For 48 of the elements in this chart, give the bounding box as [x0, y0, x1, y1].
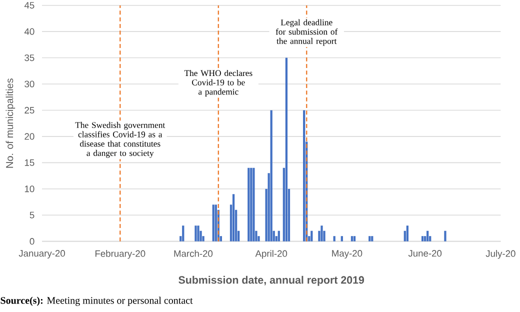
text: Source(s): Meeting minutes or personal contact: [0, 296, 193, 306]
y-tick-label: 40: [24, 28, 34, 35]
bar: [371, 236, 374, 242]
bar: [303, 110, 306, 242]
ref-line-label: The WHO declares Covid-19 to be a pandemic: [184, 70, 252, 96]
bar: [368, 236, 371, 242]
bar: [285, 58, 288, 242]
bar: [426, 230, 429, 242]
bar: [248, 168, 250, 242]
bar: [406, 226, 408, 242]
y-tick-label: 25: [24, 106, 34, 114]
bar: [182, 226, 184, 242]
ref-line-label: The Swedish government classifies Covid-19 as a disease that constitutes a danger to society: [75, 122, 166, 158]
y-axis-title: No. of municipalities: [6, 78, 16, 168]
bar: [214, 204, 217, 242]
bar: [340, 236, 343, 242]
bar: [197, 226, 200, 242]
y-tick-label: 30: [24, 80, 34, 88]
bar: [270, 110, 272, 242]
bar: [250, 168, 252, 242]
bar: [320, 226, 323, 242]
y-tick-label: 20: [24, 133, 34, 140]
y-tick-label: 15: [24, 159, 34, 166]
bar: [212, 204, 214, 242]
bar: [444, 230, 446, 242]
x-tick-label: March-20: [174, 250, 213, 257]
x-tick-label: May-20: [332, 250, 362, 259]
bar: [333, 236, 336, 242]
x-tick-label: January-20: [18, 250, 65, 259]
bar: [278, 230, 280, 242]
bar: [194, 226, 197, 242]
x-tick-label: June-20: [408, 250, 442, 257]
y-tick-label: 35: [24, 54, 34, 62]
bar: [252, 168, 255, 242]
y-tick-label: 45: [24, 2, 34, 9]
bar: [310, 230, 313, 242]
y-tick-label: 5: [30, 212, 34, 218]
bar: [232, 194, 235, 242]
x-tick-label: July-20: [486, 250, 516, 259]
y-tick-label: 10: [24, 186, 34, 192]
bar: [350, 236, 354, 242]
y-tick-label: 0: [30, 238, 34, 245]
bar: [421, 236, 424, 242]
x-axis-title: Submission date, annual report 2019: [178, 276, 364, 286]
bar: [353, 236, 356, 242]
ref-line-label: Legal deadline for submission of the annual report: [276, 19, 338, 46]
x-tick-label: April-20: [255, 250, 288, 259]
x-tick-label: February-20: [95, 250, 146, 259]
